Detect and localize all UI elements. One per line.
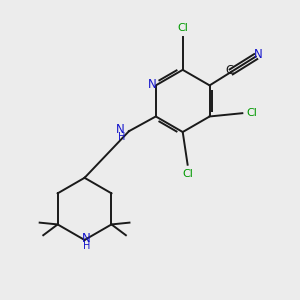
- Text: Cl: Cl: [182, 169, 193, 179]
- Text: N: N: [82, 232, 91, 244]
- Text: N: N: [254, 49, 263, 62]
- Text: Cl: Cl: [177, 23, 188, 33]
- Text: H: H: [118, 132, 125, 142]
- Text: H: H: [82, 241, 90, 251]
- Text: C: C: [226, 64, 234, 77]
- Text: N: N: [116, 123, 125, 136]
- Text: N: N: [148, 78, 156, 91]
- Text: Cl: Cl: [246, 108, 257, 118]
